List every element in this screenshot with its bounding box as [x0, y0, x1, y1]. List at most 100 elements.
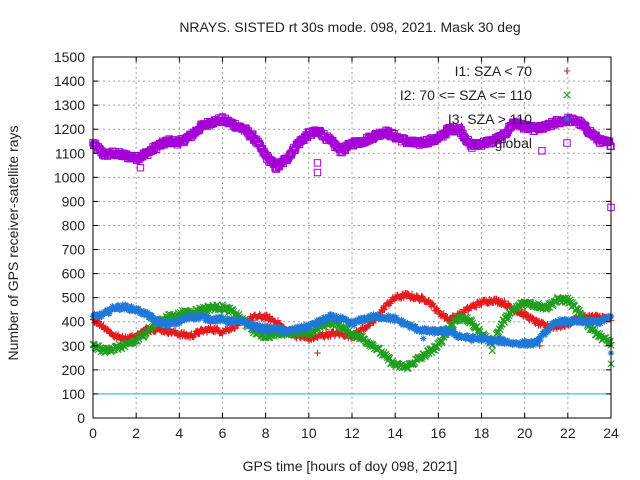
data-point [533, 341, 541, 348]
data-point [605, 138, 613, 146]
data-point [259, 322, 266, 330]
data-point [212, 318, 220, 325]
legend-label: global [495, 135, 532, 151]
data-point [366, 322, 373, 329]
data-point [115, 303, 123, 311]
y-tick-label: 600 [62, 266, 86, 282]
data-point [302, 321, 310, 328]
data-point [450, 328, 458, 335]
data-point [149, 312, 156, 319]
data-point [210, 317, 217, 324]
data-point [291, 324, 298, 331]
data-point [581, 320, 589, 328]
data-point [176, 320, 183, 327]
data-point [207, 323, 214, 331]
data-point [600, 316, 607, 323]
data-point [319, 316, 327, 324]
data-point [295, 323, 302, 331]
x-tick-label: 0 [89, 425, 97, 441]
data-point [298, 322, 305, 329]
data-point [429, 300, 436, 307]
data-point [501, 297, 508, 305]
data-point [435, 307, 442, 315]
data-point [253, 324, 260, 331]
y-tick-label: 1200 [54, 121, 85, 137]
data-point [329, 315, 336, 322]
data-point [487, 335, 494, 342]
data-point [390, 313, 397, 321]
data-point [400, 294, 407, 302]
data-point [108, 329, 115, 337]
data-point [418, 328, 425, 336]
data-point [362, 317, 369, 325]
data-point [534, 339, 541, 346]
y-tick-label: 900 [62, 193, 86, 209]
data-point [419, 294, 427, 301]
data-point [568, 320, 575, 327]
data-point [191, 331, 199, 339]
data-point [170, 317, 177, 324]
data-point [529, 314, 536, 321]
y-tick-label: 1300 [54, 97, 85, 113]
data-point [277, 328, 285, 335]
data-point [374, 311, 382, 319]
data-point [359, 318, 367, 325]
y-tick-label: 300 [62, 338, 86, 354]
y-tick-label: 400 [62, 314, 86, 330]
data-point [106, 308, 114, 316]
y-tick-label: 200 [62, 362, 86, 378]
data-point [303, 325, 311, 333]
data-point [316, 316, 324, 323]
data-point [157, 321, 164, 328]
data-point [387, 317, 394, 324]
data-point [175, 318, 183, 325]
data-point [322, 317, 330, 325]
outlier-point [538, 147, 546, 155]
outlier-point [313, 159, 322, 167]
data-point [364, 315, 371, 322]
data-point [370, 311, 377, 318]
data-point [291, 146, 299, 154]
data-point [523, 310, 530, 318]
data-point [350, 320, 357, 327]
legend-label: I1: SZA < 70 [455, 63, 533, 79]
data-point [124, 302, 131, 310]
y-axis-label: Number of GPS receiver-satellite rays [5, 126, 21, 361]
data-point [556, 316, 564, 323]
outlier-point [488, 347, 496, 355]
data-point [601, 318, 608, 325]
data-point [333, 313, 340, 320]
x-tick-label: 16 [431, 425, 447, 441]
data-point [605, 137, 614, 145]
x-tick-label: 10 [301, 425, 317, 441]
data-point [133, 304, 140, 312]
data-point [224, 314, 231, 322]
outlier-point [313, 168, 322, 177]
data-point [381, 306, 388, 313]
data-point [288, 325, 296, 333]
data-point [538, 332, 545, 340]
data-point [98, 313, 106, 320]
y-tick-label: 800 [62, 217, 86, 233]
legend-marker [563, 139, 571, 147]
series-0 [89, 113, 615, 212]
data-point [181, 317, 188, 324]
legend-marker [563, 67, 571, 75]
x-tick-label: 6 [219, 425, 227, 441]
x-tick-label: 20 [517, 425, 533, 441]
data-point [104, 307, 111, 314]
outlier-point [314, 349, 321, 357]
data-point [478, 337, 485, 345]
data-point [432, 326, 439, 333]
data-point [464, 332, 471, 339]
data-point [545, 327, 553, 335]
data-point [274, 317, 282, 324]
data-point [439, 330, 447, 337]
data-point [530, 342, 537, 349]
data-point [581, 121, 589, 129]
data-point [502, 130, 510, 139]
y-tick-label: 1400 [54, 73, 85, 89]
data-point [251, 320, 259, 328]
y-tick-label: 1000 [54, 169, 85, 185]
